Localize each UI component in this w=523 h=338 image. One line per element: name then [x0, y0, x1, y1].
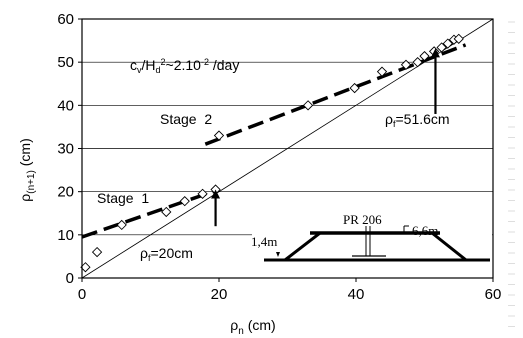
- data-point: [400, 59, 412, 70]
- inset-title: PR 206: [343, 212, 382, 227]
- fit-line-stage-2: [204, 43, 467, 146]
- data-point: [302, 100, 314, 111]
- data-point: [419, 50, 430, 62]
- x-tick-label: 0: [78, 286, 86, 303]
- axes: [78, 18, 494, 282]
- y-axis-label-main: ρ: [17, 194, 33, 202]
- rho-f2-rho: ρ: [385, 111, 393, 127]
- cv-slash-h: /H: [142, 57, 156, 73]
- rho-f1-label: ρf=20cm: [140, 245, 193, 263]
- y-tick-label: 20: [57, 184, 74, 201]
- cv-approx: ~2.10: [166, 57, 202, 73]
- stage-2-label: Stage 2: [160, 111, 212, 127]
- data-point: [161, 206, 172, 218]
- x-axis-label-main: ρ: [230, 317, 238, 333]
- cv-2: 2: [161, 57, 166, 67]
- inset-height-arrow: [276, 252, 280, 257]
- tick-labels: 0 20 40 60 0 10 20 30 40 50 60: [57, 11, 501, 303]
- y-tick-label: 50: [57, 54, 74, 71]
- x-axis-label-sub: n: [238, 326, 244, 337]
- annotation-arrows: [211, 48, 440, 227]
- y-axis-label-unit: (cm): [17, 138, 33, 170]
- cv-v: v: [137, 65, 142, 75]
- x-axis-label: ρn (cm): [230, 317, 275, 337]
- data-point: [349, 82, 360, 94]
- x-tick-label: 60: [485, 286, 502, 303]
- y-tick-label: 40: [57, 97, 74, 114]
- cv-d: d: [156, 65, 161, 75]
- y-axis-label-sub: (n+1): [26, 170, 37, 194]
- data-point: [436, 42, 447, 53]
- y-tick-label: 30: [57, 141, 74, 158]
- rho-f1-sub: f: [148, 253, 151, 263]
- rho-f1-val: =20cm: [150, 245, 192, 261]
- data-point: [412, 57, 423, 68]
- stage-1-label: Stage 1: [97, 190, 149, 206]
- data-point: [453, 33, 464, 44]
- data-point: [442, 38, 453, 49]
- cv-c: c: [130, 57, 137, 73]
- arrow-rho-f1-head: [211, 189, 221, 199]
- embankment-inset: PR 206 6,6m 1,4m: [251, 212, 492, 266]
- x-axis-label-unit: (cm): [244, 317, 276, 333]
- y-tick-label: 10: [57, 227, 74, 244]
- rho-f1-rho: ρ: [140, 245, 148, 261]
- cv-unit: /day: [209, 57, 239, 73]
- x-tick-label: 20: [211, 286, 228, 303]
- y-tick-label: 60: [57, 11, 74, 28]
- fit-lines: [81, 43, 467, 239]
- cv-exp: -2: [201, 57, 209, 67]
- rho-f2-label: ρf=51.6cm: [385, 111, 450, 129]
- inset-height-label: 1,4m: [251, 234, 277, 249]
- data-point: [213, 130, 225, 141]
- inset-width-label: 6,6m: [412, 223, 438, 238]
- fit-line-stage-1: [81, 187, 220, 239]
- data-point: [197, 188, 208, 199]
- y-axis-label: ρ(n+1) (cm): [17, 138, 37, 201]
- rho-f2-val: =51.6cm: [395, 111, 449, 127]
- data-point: [179, 196, 190, 207]
- data-point: [91, 246, 103, 258]
- arrow-rho-f2-head: [430, 48, 440, 58]
- data-point: [116, 219, 127, 231]
- x-tick-label: 40: [348, 286, 365, 303]
- data-point: [376, 66, 388, 77]
- data-points: [80, 33, 464, 273]
- cv-label: cv/Hd2~2.10-2 /day: [130, 57, 239, 75]
- edge-dashes: [508, 21, 515, 327]
- rho-f2-sub: f: [393, 119, 396, 129]
- y-tick-label: 0: [66, 270, 74, 287]
